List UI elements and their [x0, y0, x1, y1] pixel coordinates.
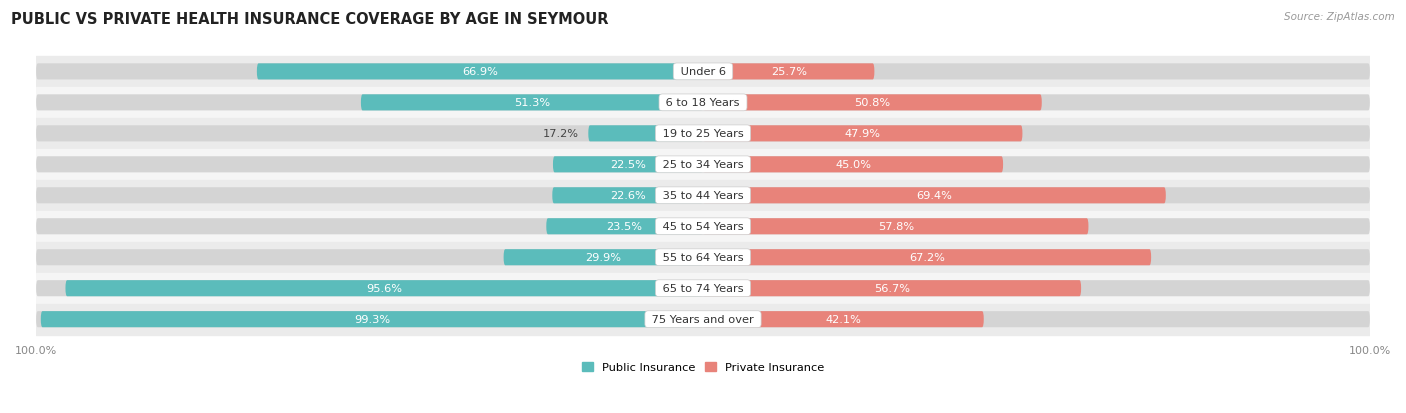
FancyBboxPatch shape [553, 157, 703, 173]
Text: 75 Years and over: 75 Years and over [648, 314, 758, 324]
FancyBboxPatch shape [503, 249, 703, 266]
FancyBboxPatch shape [703, 249, 1369, 266]
Text: 22.6%: 22.6% [610, 191, 645, 201]
Bar [37, 57, 1369, 88]
FancyBboxPatch shape [37, 311, 703, 328]
FancyBboxPatch shape [37, 188, 703, 204]
FancyBboxPatch shape [703, 126, 1022, 142]
FancyBboxPatch shape [37, 64, 703, 80]
FancyBboxPatch shape [703, 188, 1166, 204]
Text: 69.4%: 69.4% [917, 191, 952, 201]
Bar [37, 304, 1369, 335]
FancyBboxPatch shape [703, 95, 1369, 111]
Text: 99.3%: 99.3% [354, 314, 389, 324]
FancyBboxPatch shape [553, 188, 703, 204]
FancyBboxPatch shape [703, 64, 1369, 80]
FancyBboxPatch shape [361, 95, 703, 111]
FancyBboxPatch shape [37, 126, 703, 142]
FancyBboxPatch shape [703, 311, 1369, 328]
FancyBboxPatch shape [703, 218, 1369, 235]
FancyBboxPatch shape [37, 280, 703, 297]
FancyBboxPatch shape [703, 157, 1002, 173]
Text: 19 to 25 Years: 19 to 25 Years [659, 129, 747, 139]
Text: 56.7%: 56.7% [875, 283, 910, 294]
Text: 65 to 74 Years: 65 to 74 Years [659, 283, 747, 294]
Text: 29.9%: 29.9% [585, 253, 621, 263]
FancyBboxPatch shape [703, 280, 1369, 297]
FancyBboxPatch shape [37, 95, 703, 111]
FancyBboxPatch shape [703, 218, 1088, 235]
Text: 25 to 34 Years: 25 to 34 Years [659, 160, 747, 170]
FancyBboxPatch shape [703, 280, 1081, 297]
Text: 95.6%: 95.6% [366, 283, 402, 294]
FancyBboxPatch shape [703, 311, 984, 328]
FancyBboxPatch shape [703, 188, 1369, 204]
Text: 51.3%: 51.3% [513, 98, 550, 108]
FancyBboxPatch shape [703, 126, 1369, 142]
FancyBboxPatch shape [37, 249, 703, 266]
Bar [37, 88, 1369, 119]
Text: 66.9%: 66.9% [463, 67, 498, 77]
FancyBboxPatch shape [257, 64, 703, 80]
FancyBboxPatch shape [66, 280, 703, 297]
FancyBboxPatch shape [703, 249, 1152, 266]
FancyBboxPatch shape [37, 157, 703, 173]
Text: PUBLIC VS PRIVATE HEALTH INSURANCE COVERAGE BY AGE IN SEYMOUR: PUBLIC VS PRIVATE HEALTH INSURANCE COVER… [11, 12, 609, 27]
Text: 50.8%: 50.8% [855, 98, 890, 108]
Text: Under 6: Under 6 [676, 67, 730, 77]
FancyBboxPatch shape [703, 95, 1042, 111]
Text: 6 to 18 Years: 6 to 18 Years [662, 98, 744, 108]
FancyBboxPatch shape [588, 126, 703, 142]
Text: 22.5%: 22.5% [610, 160, 645, 170]
Text: 57.8%: 57.8% [877, 222, 914, 232]
FancyBboxPatch shape [547, 218, 703, 235]
FancyBboxPatch shape [703, 157, 1369, 173]
Bar [37, 211, 1369, 242]
Text: 45 to 54 Years: 45 to 54 Years [659, 222, 747, 232]
FancyBboxPatch shape [703, 64, 875, 80]
Text: 23.5%: 23.5% [606, 222, 643, 232]
Bar [37, 119, 1369, 150]
Text: 55 to 64 Years: 55 to 64 Years [659, 253, 747, 263]
Bar [37, 180, 1369, 211]
Text: 47.9%: 47.9% [845, 129, 880, 139]
Text: 67.2%: 67.2% [910, 253, 945, 263]
Text: 45.0%: 45.0% [835, 160, 872, 170]
Text: 25.7%: 25.7% [770, 67, 807, 77]
FancyBboxPatch shape [37, 218, 703, 235]
Text: Source: ZipAtlas.com: Source: ZipAtlas.com [1284, 12, 1395, 22]
Legend: Public Insurance, Private Insurance: Public Insurance, Private Insurance [576, 357, 830, 377]
Bar [37, 150, 1369, 180]
FancyBboxPatch shape [41, 311, 703, 328]
Bar [37, 242, 1369, 273]
Text: 35 to 44 Years: 35 to 44 Years [659, 191, 747, 201]
Bar [37, 273, 1369, 304]
Text: 42.1%: 42.1% [825, 314, 862, 324]
Text: 17.2%: 17.2% [543, 129, 578, 139]
